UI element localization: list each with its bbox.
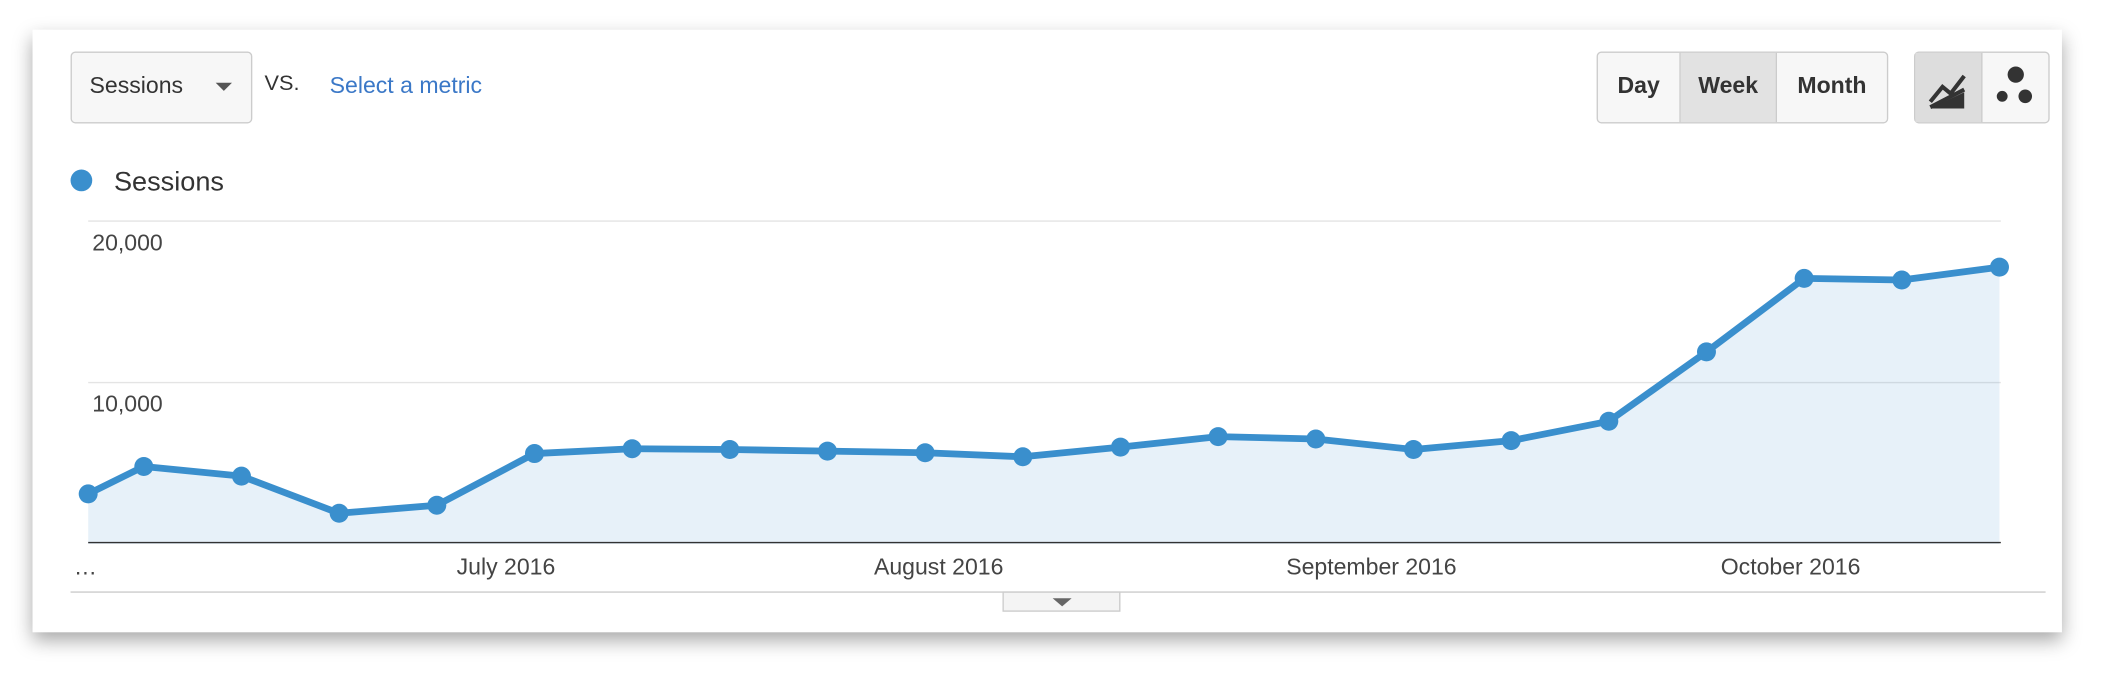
point[interactable] xyxy=(915,443,935,463)
point[interactable] xyxy=(1696,342,1716,362)
point[interactable] xyxy=(1208,427,1228,447)
point[interactable] xyxy=(78,484,98,504)
chart-type-toggle[interactable] xyxy=(1914,51,2050,124)
point[interactable] xyxy=(1110,437,1130,457)
period-button[interactable]: Day xyxy=(1618,72,1660,98)
dropdown-arrow xyxy=(215,82,232,91)
point[interactable] xyxy=(1892,270,1912,290)
point[interactable] xyxy=(231,466,251,486)
point[interactable] xyxy=(329,503,349,523)
point[interactable] xyxy=(1013,447,1033,467)
card xyxy=(32,29,2062,633)
period-selected-bg xyxy=(1680,52,1776,123)
x-tick-label: July 2016 xyxy=(457,553,556,579)
period-button[interactable]: Week xyxy=(1698,72,1758,98)
metric-label[interactable]: Sessions xyxy=(90,72,184,98)
x-tick-label: August 2016 xyxy=(874,553,1003,579)
point[interactable] xyxy=(524,444,544,464)
point[interactable] xyxy=(1501,431,1521,451)
period-button[interactable]: Month xyxy=(1797,72,1866,98)
x-tick-label: September 2016 xyxy=(1286,553,1456,579)
vs-label: VS. xyxy=(265,70,300,95)
point[interactable] xyxy=(1306,429,1326,449)
y-tick-label: 20,000 xyxy=(92,229,163,255)
area xyxy=(88,267,2000,544)
point[interactable] xyxy=(1599,411,1619,431)
point[interactable] xyxy=(427,495,447,515)
legend-label[interactable]: Sessions xyxy=(114,165,224,196)
x-tick-label: … xyxy=(74,553,97,579)
point[interactable] xyxy=(134,456,154,476)
point[interactable] xyxy=(622,439,642,459)
point[interactable] xyxy=(1989,257,2009,277)
point[interactable] xyxy=(1403,440,1423,460)
x-tick-label: October 2016 xyxy=(1721,553,1861,579)
point[interactable] xyxy=(1794,268,1814,288)
legend-marker xyxy=(70,169,93,192)
point[interactable] xyxy=(817,441,837,461)
y-tick-label: 10,000 xyxy=(92,391,163,417)
metric-dropdown[interactable]: Sessions xyxy=(70,51,253,124)
select-metric-link[interactable]: Select a metric xyxy=(330,72,482,98)
point[interactable] xyxy=(720,440,740,460)
expand-tab[interactable] xyxy=(1002,591,1121,612)
